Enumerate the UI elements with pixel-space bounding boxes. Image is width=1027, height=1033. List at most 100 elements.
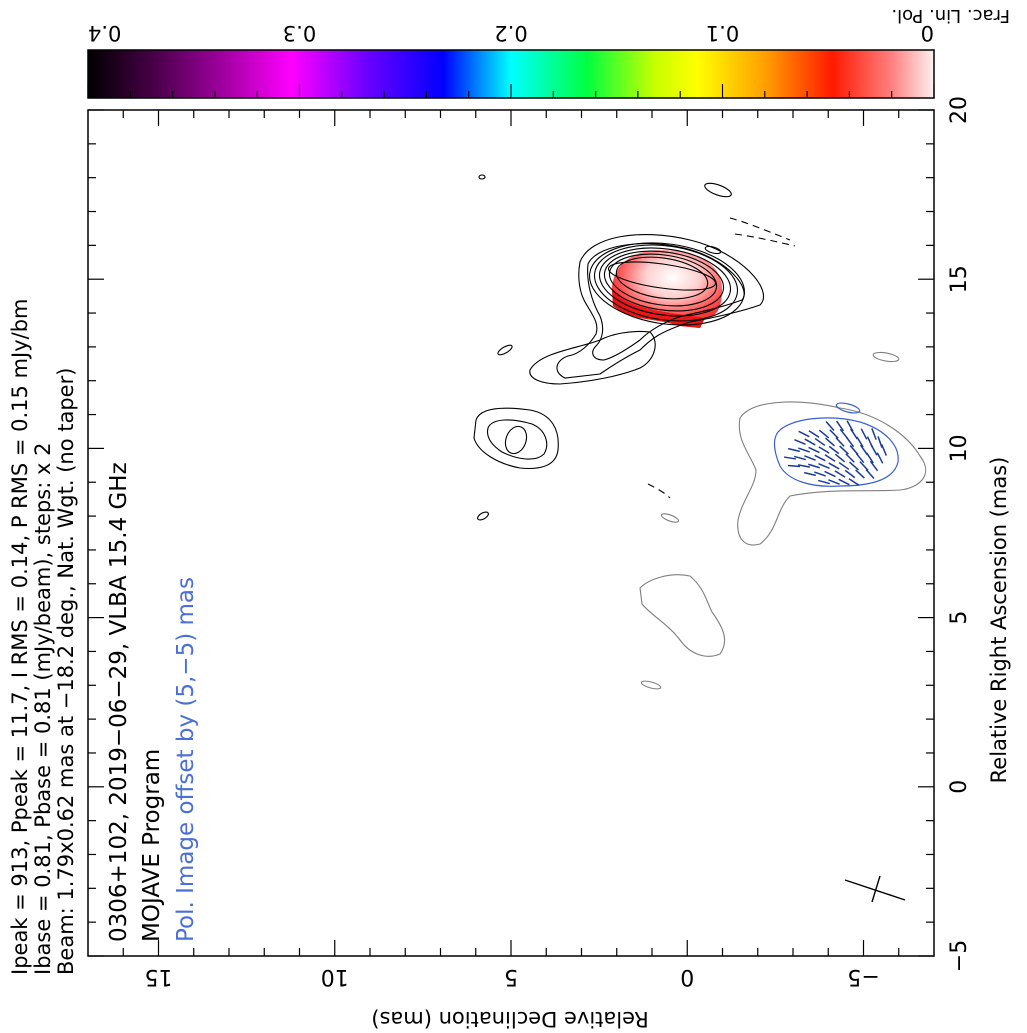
evpa-tick: [869, 460, 879, 472]
evpa-tick: [839, 428, 849, 440]
header-line3: Beam: 1.79x0.62 mas at −18.2 deg., Nat. …: [54, 368, 78, 975]
evpa-tick: [804, 438, 816, 446]
core-contour-1: [607, 261, 717, 291]
evpa-tick: [865, 468, 875, 480]
evpa-tick: [787, 447, 801, 453]
y-tick-label: 5: [504, 964, 518, 989]
header-line1: Ipeak = 913, Ppeak = 11.7, I RMS = 0.14,…: [8, 298, 32, 975]
pol-grey-contour-lower: [639, 574, 726, 657]
neg-contour-1: [729, 217, 791, 241]
evpa-tick: [828, 445, 840, 455]
evpa-tick: [876, 452, 884, 464]
evpa-tick: [808, 446, 820, 454]
evpa-tick: [828, 462, 840, 470]
island-contour-1: [478, 174, 486, 180]
evpa-tick: [866, 452, 874, 464]
evpa-tick: [850, 428, 858, 440]
island-contour-4: [477, 511, 489, 521]
island-contour-5: [704, 245, 722, 255]
pol-blue-contour-main: [773, 417, 899, 487]
pol-grey-contour-main: [737, 401, 927, 546]
colorbar: 0.4 0.3 0.2 0.1 0 Frac. Lin. Pol.: [87, 5, 1010, 99]
evpa-tick: [870, 444, 878, 456]
core-contour-5: [598, 247, 732, 317]
neg-contour-2: [734, 233, 796, 247]
x-axis-tick-labels: 20 15 10 5 0 −5: [947, 96, 972, 972]
x-tick-label: 5: [947, 611, 972, 625]
evpa-tick: [825, 420, 835, 432]
core-contour-4: [603, 250, 725, 312]
evpa-tick: [808, 430, 820, 438]
evpa-tick: [814, 437, 826, 447]
evpa-tick: [855, 469, 865, 479]
evpa-tick: [848, 478, 860, 486]
evpa-tick: [835, 420, 845, 432]
colorbar-tick-label: 0.1: [706, 21, 739, 45]
y-tick-label: 0: [680, 964, 694, 989]
pol-blue-contour-small: [835, 402, 861, 414]
evpa-tick: [818, 462, 830, 470]
core-contours: [529, 234, 765, 385]
evpa-tick: [783, 456, 797, 460]
x-tick-label: 10: [947, 434, 972, 462]
core-pol-patch-edge: [612, 290, 705, 328]
core-contour-3: [608, 253, 718, 307]
neg-contour-3: [647, 483, 671, 499]
knot-contour-mid: [486, 419, 548, 460]
panel-program: MOJAVE Program: [139, 749, 165, 942]
negative-contours: [647, 217, 796, 499]
core-contour-6: [593, 244, 739, 322]
colorbar-ticks: [87, 84, 935, 98]
evpa-tick: [824, 454, 836, 462]
colorbar-label: Frac. Lin. Pol.: [891, 5, 1010, 26]
y-tick-label: −5: [847, 964, 879, 989]
beam-marker: [844, 875, 906, 903]
plot-frame: [87, 109, 935, 957]
y-axis-label: Relative Declination (mas): [371, 1007, 648, 1031]
y-tick-label: 10: [321, 964, 349, 989]
evpa-tick: [798, 447, 810, 453]
pol-grey-island-2: [660, 513, 680, 523]
evpa-tick: [828, 479, 840, 485]
evpa-tick: [877, 436, 883, 448]
pol-offset-contours: [639, 351, 927, 690]
evpa-tick: [880, 444, 888, 456]
evpa-tick: [814, 471, 826, 477]
jet-contour-tail: [529, 330, 656, 385]
evpa-tick: [855, 452, 865, 464]
evpa-tick: [818, 429, 830, 439]
knot-contour-outer: [473, 407, 559, 470]
colorbar-tick-label: 0.3: [283, 21, 316, 45]
evpa-tick: [808, 463, 820, 469]
pol-grey-island-3: [640, 680, 662, 690]
evpa-tick: [845, 436, 855, 448]
evpa-tick: [871, 428, 877, 440]
pol-offset-blue-contours: [773, 402, 899, 487]
noise-contours: [477, 174, 732, 521]
evpa-tick: [814, 454, 826, 462]
evpa-tick: [804, 455, 816, 461]
knot-contour-inner: [504, 425, 528, 455]
evpa-tick: [818, 479, 830, 485]
x-axis-ticks: [88, 109, 934, 957]
panel-title: 0306+102, 2019−06−29, VLBA 15.4 GHz: [106, 462, 132, 942]
evpa-tick: [787, 464, 801, 468]
x-tick-label: 20: [947, 96, 972, 124]
core-contour-2: [615, 256, 709, 300]
y-axis-ticks: [122, 110, 900, 956]
colorbar-tick-label: 0.4: [88, 21, 121, 45]
header-line2: Ibase = 0.81, Pbase = 0.81 (mJy/beam), s…: [31, 443, 55, 975]
pol-grey-island-1: [872, 351, 900, 363]
evpa-tick: [803, 471, 817, 477]
evpa-tick: [845, 453, 855, 463]
evpa-tick: [844, 469, 856, 479]
core-contour-outer2: [587, 243, 745, 361]
island-contour-3: [497, 344, 513, 356]
y-tick-label: 15: [145, 964, 173, 989]
evpa-tick: [824, 470, 836, 478]
x-axis-label: Relative Right Ascension (mas): [987, 457, 1011, 784]
colorbar-tick-label: 0: [921, 21, 934, 45]
evpa-tick: [798, 430, 810, 438]
island-contour-2: [704, 182, 732, 198]
